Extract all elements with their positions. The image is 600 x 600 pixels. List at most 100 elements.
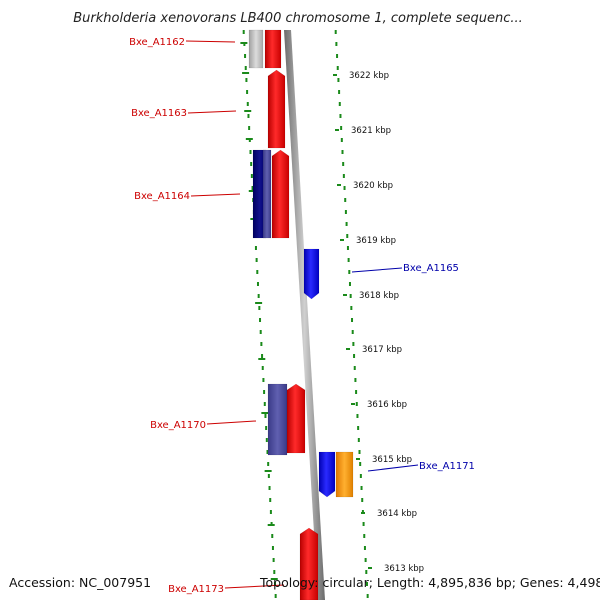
- outer-dotted-track: [341, 150, 344, 154]
- map-title: Burkholderia xenovorans LB400 chromosome…: [73, 11, 523, 26]
- kbp-tick-mark: [361, 512, 365, 514]
- inner-dotted-track: [246, 90, 249, 94]
- gene-label: Bxe_A1173: [168, 584, 224, 595]
- inner-dotted-track: [250, 162, 253, 166]
- kbp-tick-label: 3617 kbp: [362, 345, 402, 355]
- kbp-tick-mark: [356, 458, 360, 460]
- outer-dotted-track: [342, 162, 345, 166]
- gene-bxe-a1165-arrow: [303, 248, 320, 300]
- outer-dotted-track: [358, 450, 361, 454]
- gene-label-leader: [190, 193, 241, 197]
- track-marker: [240, 42, 248, 44]
- outer-dotted-track: [360, 486, 363, 490]
- gene-slate-strip: [262, 149, 272, 239]
- track-marker: [261, 412, 269, 414]
- inner-dotted-track: [267, 474, 270, 478]
- outer-dotted-track: [362, 522, 365, 526]
- kbp-tick-label: 3616 kbp: [367, 400, 407, 410]
- outer-dotted-track: [355, 390, 358, 394]
- track-marker: [264, 470, 272, 472]
- gene-bxe-a1163-arrow: [267, 69, 286, 149]
- outer-dotted-track: [340, 126, 343, 130]
- inner-dotted-track: [272, 558, 275, 562]
- outer-dotted-track: [357, 426, 360, 430]
- track-marker: [255, 302, 263, 304]
- gene-orange-block: [335, 451, 354, 498]
- gene-bxe-a1170-arrow: [286, 383, 306, 454]
- outer-dotted-track: [346, 234, 349, 238]
- outer-dotted-track: [347, 258, 350, 262]
- gene-label-leader: [367, 464, 419, 472]
- outer-dotted-track: [365, 570, 368, 574]
- outer-dotted-track: [336, 54, 339, 58]
- inner-dotted-track: [274, 594, 277, 598]
- inner-dotted-track: [261, 366, 264, 370]
- outer-dotted-track: [359, 462, 362, 466]
- inner-dotted-track: [259, 330, 262, 334]
- kbp-tick-mark: [346, 348, 350, 350]
- kbp-tick-mark: [335, 129, 339, 131]
- outer-dotted-track: [356, 414, 359, 418]
- track-marker: [244, 110, 252, 112]
- inner-dotted-track: [273, 582, 276, 586]
- inner-dotted-track: [265, 426, 268, 430]
- gene-label-leader: [187, 110, 237, 114]
- gene-bxe-a1164-arrow: [271, 149, 290, 239]
- kbp-tick-mark: [340, 239, 344, 241]
- outer-dotted-track: [363, 546, 366, 550]
- kbp-tick-mark: [333, 74, 337, 76]
- inner-dotted-track: [242, 30, 245, 34]
- inner-dotted-track: [244, 66, 247, 70]
- outer-dotted-track: [336, 66, 339, 70]
- gene-grey-block: [248, 29, 264, 69]
- kbp-tick-label: 3618 kbp: [359, 291, 399, 301]
- kbp-tick-label: 3622 kbp: [349, 71, 389, 81]
- gene-label-leader: [224, 584, 285, 589]
- kbp-tick-mark: [337, 184, 341, 186]
- gene-label: Bxe_A1165: [403, 263, 459, 274]
- inner-dotted-track: [247, 114, 250, 118]
- accession-text: Accession: NC_007951: [9, 575, 151, 590]
- kbp-tick-label: 3621 kbp: [351, 126, 391, 136]
- inner-dotted-track: [250, 174, 253, 178]
- inner-dotted-track: [256, 270, 259, 274]
- inner-dotted-track: [267, 462, 270, 466]
- track-marker: [267, 524, 275, 526]
- inner-dotted-track: [263, 390, 266, 394]
- outer-dotted-track: [342, 174, 345, 178]
- inner-dotted-track: [256, 282, 259, 286]
- outer-dotted-track: [338, 102, 341, 106]
- outer-dotted-track: [339, 114, 342, 118]
- outer-dotted-track: [366, 594, 369, 598]
- chromosome-backbone: [284, 30, 325, 600]
- track-marker: [245, 138, 253, 140]
- outer-dotted-track: [334, 30, 337, 34]
- inner-dotted-track: [259, 318, 262, 322]
- inner-dotted-track: [262, 378, 265, 382]
- gene-bxe-a1173-arrow: [299, 527, 319, 600]
- outer-dotted-track: [346, 246, 349, 250]
- kbp-tick-mark: [368, 567, 372, 569]
- gene-label: Bxe_A1162: [129, 37, 185, 48]
- outer-dotted-track: [352, 342, 355, 346]
- outer-dotted-track: [340, 138, 343, 142]
- gene-slate-block: [267, 383, 288, 456]
- inner-dotted-track: [260, 342, 263, 346]
- outer-dotted-track: [361, 498, 364, 502]
- outer-dotted-track: [351, 330, 354, 334]
- outer-dotted-track: [343, 186, 346, 190]
- gene-label: Bxe_A1170: [150, 420, 206, 431]
- backbone-bar: [284, 30, 325, 600]
- track-marker: [242, 72, 250, 74]
- kbp-tick-mark: [351, 403, 355, 405]
- kbp-tick-label: 3620 kbp: [353, 181, 393, 191]
- inner-dotted-track: [251, 186, 254, 190]
- gene-label-leader: [206, 420, 257, 425]
- outer-dotted-track: [364, 558, 367, 562]
- inner-dotted-track: [248, 126, 251, 130]
- inner-dotted-track: [273, 570, 276, 574]
- inner-dotted-track: [246, 102, 249, 106]
- inner-dotted-track: [261, 354, 264, 358]
- gene-label: Bxe_A1163: [131, 108, 187, 119]
